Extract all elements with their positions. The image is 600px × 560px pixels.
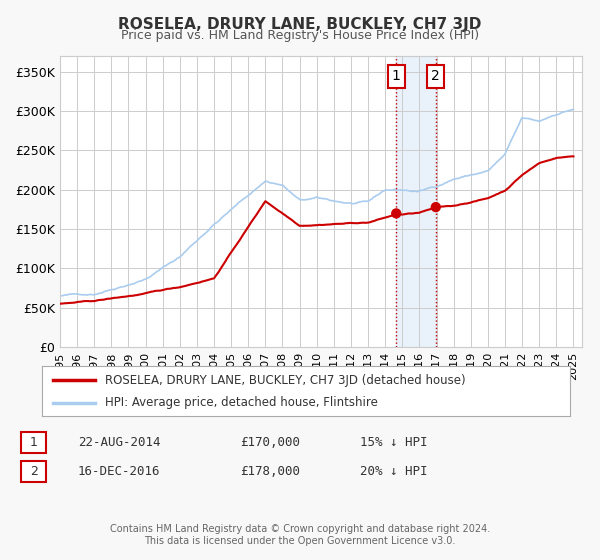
Text: 2: 2 [431,69,440,83]
Point [431,203,440,212]
Point [391,209,401,218]
Text: 1: 1 [29,436,38,449]
Text: HPI: Average price, detached house, Flintshire: HPI: Average price, detached house, Flin… [106,396,378,409]
Text: Contains HM Land Registry data © Crown copyright and database right 2024.
This d: Contains HM Land Registry data © Crown c… [110,524,490,546]
Text: 16-DEC-2016: 16-DEC-2016 [78,465,161,478]
Text: ROSELEA, DRURY LANE, BUCKLEY, CH7 3JD (detached house): ROSELEA, DRURY LANE, BUCKLEY, CH7 3JD (d… [106,374,466,386]
Text: 20% ↓ HPI: 20% ↓ HPI [360,465,427,478]
Text: Price paid vs. HM Land Registry's House Price Index (HPI): Price paid vs. HM Land Registry's House … [121,29,479,42]
Bar [396,56,436,347]
Text: ROSELEA, DRURY LANE, BUCKLEY, CH7 3JD: ROSELEA, DRURY LANE, BUCKLEY, CH7 3JD [118,17,482,32]
Text: £170,000: £170,000 [240,436,300,449]
Text: 2: 2 [29,465,38,478]
Text: 1: 1 [392,69,401,83]
Text: 15% ↓ HPI: 15% ↓ HPI [360,436,427,449]
Text: 22-AUG-2014: 22-AUG-2014 [78,436,161,449]
Text: £178,000: £178,000 [240,465,300,478]
